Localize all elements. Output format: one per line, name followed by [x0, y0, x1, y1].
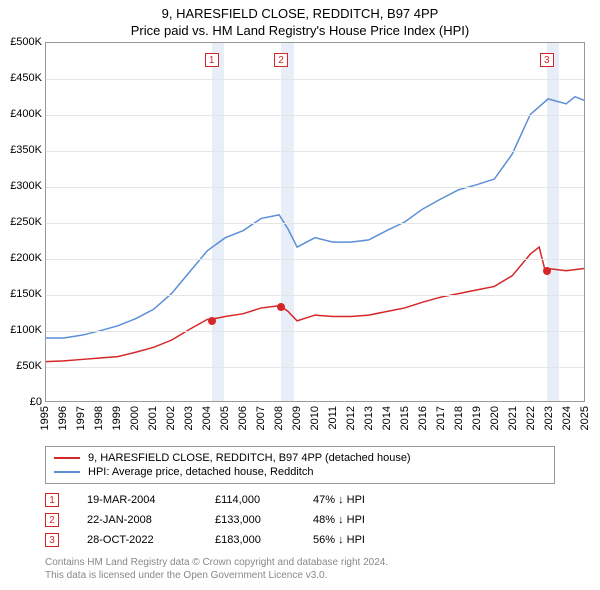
- x-axis-label: 2018: [453, 406, 465, 430]
- sale-date: 22-JAN-2008: [87, 514, 187, 526]
- footer-line2: This data is licensed under the Open Gov…: [45, 569, 555, 582]
- footer-attribution: Contains HM Land Registry data © Crown c…: [45, 556, 555, 582]
- x-axis-label: 2014: [381, 406, 393, 430]
- legend: 9, HARESFIELD CLOSE, REDDITCH, B97 4PP (…: [45, 446, 555, 484]
- sale-price: £114,000: [215, 494, 285, 506]
- x-axis-label: 2022: [525, 406, 537, 430]
- legend-row: 9, HARESFIELD CLOSE, REDDITCH, B97 4PP (…: [54, 451, 546, 465]
- sale-row: 1 19-MAR-2004 £114,000 47% ↓ HPI: [45, 490, 555, 510]
- sale-marker-number: 2: [45, 513, 59, 527]
- x-axis-label: 2021: [507, 406, 519, 430]
- y-axis-label: £350K: [0, 144, 42, 156]
- sale-price: £133,000: [215, 514, 285, 526]
- x-axis-label: 2020: [489, 406, 501, 430]
- sale-date: 28-OCT-2022: [87, 534, 187, 546]
- plot-region: 1 2 3: [45, 42, 585, 402]
- x-axis-label: 2024: [561, 406, 573, 430]
- x-axis-label: 2016: [417, 406, 429, 430]
- x-axis-label: 2006: [237, 406, 249, 430]
- sales-table: 1 19-MAR-2004 £114,000 47% ↓ HPI 2 22-JAN-200…: [45, 490, 555, 550]
- legend-label: 9, HARESFIELD CLOSE, REDDITCH, B97 4PP (…: [88, 452, 411, 464]
- sale-hpi-diff: 48% ↓ HPI: [313, 514, 403, 526]
- chart-marker-box: 3: [540, 53, 554, 67]
- chart-marker-dot: [208, 317, 216, 325]
- legend-swatch: [54, 471, 80, 473]
- sale-marker-number: 3: [45, 533, 59, 547]
- y-axis-label: £250K: [0, 216, 42, 228]
- x-axis-label: 2015: [399, 406, 411, 430]
- x-axis-label: 2009: [291, 406, 303, 430]
- x-axis-label: 1995: [39, 406, 51, 430]
- chart-marker-dot: [277, 303, 285, 311]
- y-axis-label: £500K: [0, 36, 42, 48]
- line-chart-svg: [46, 43, 584, 401]
- legend-label: HPI: Average price, detached house, Redd…: [88, 466, 313, 478]
- y-axis-label: £400K: [0, 108, 42, 120]
- sale-row: 3 28-OCT-2022 £183,000 56% ↓ HPI: [45, 530, 555, 550]
- x-axis-label: 2001: [147, 406, 159, 430]
- sale-date: 19-MAR-2004: [87, 494, 187, 506]
- x-axis-label: 2005: [219, 406, 231, 430]
- x-axis-label: 1996: [57, 406, 69, 430]
- x-axis-label: 1997: [75, 406, 87, 430]
- y-axis-label: £50K: [0, 360, 42, 372]
- x-axis-label: 2011: [327, 406, 339, 430]
- x-axis-label: 2004: [201, 406, 213, 430]
- y-axis-label: £200K: [0, 252, 42, 264]
- sale-hpi-diff: 56% ↓ HPI: [313, 534, 403, 546]
- y-axis-label: £450K: [0, 72, 42, 84]
- sale-marker-number: 1: [45, 493, 59, 507]
- x-axis-label: 2008: [273, 406, 285, 430]
- y-axis-label: £300K: [0, 180, 42, 192]
- x-axis-label: 2012: [345, 406, 357, 430]
- y-axis-label: £150K: [0, 288, 42, 300]
- chart-marker-box: 1: [205, 53, 219, 67]
- footer-line1: Contains HM Land Registry data © Crown c…: [45, 556, 555, 569]
- sale-row: 2 22-JAN-2008 £133,000 48% ↓ HPI: [45, 510, 555, 530]
- sale-price: £183,000: [215, 534, 285, 546]
- chart-title-subtitle: Price paid vs. HM Land Registry's House …: [0, 21, 600, 42]
- legend-swatch: [54, 457, 80, 459]
- y-axis-label: £0: [0, 396, 42, 408]
- x-axis-label: 1999: [111, 406, 123, 430]
- x-axis-label: 2017: [435, 406, 447, 430]
- x-axis-label: 2019: [471, 406, 483, 430]
- y-axis-label: £100K: [0, 324, 42, 336]
- x-axis-label: 2002: [165, 406, 177, 430]
- series-price_paid: [46, 247, 584, 362]
- x-axis-label: 2013: [363, 406, 375, 430]
- x-axis-label: 2023: [543, 406, 555, 430]
- x-axis-label: 1998: [93, 406, 105, 430]
- x-axis-label: 2003: [183, 406, 195, 430]
- x-axis-label: 2010: [309, 406, 321, 430]
- sale-hpi-diff: 47% ↓ HPI: [313, 494, 403, 506]
- series-hpi: [46, 97, 584, 338]
- chart-title-address: 9, HARESFIELD CLOSE, REDDITCH, B97 4PP: [0, 0, 600, 21]
- chart-marker-box: 2: [274, 53, 288, 67]
- x-axis-label: 2000: [129, 406, 141, 430]
- x-axis-label: 2007: [255, 406, 267, 430]
- legend-row: HPI: Average price, detached house, Redd…: [54, 465, 546, 479]
- x-axis-label: 2025: [579, 406, 591, 430]
- chart-marker-dot: [543, 267, 551, 275]
- chart-area: £0 £50K £100K £150K £200K £250K £300K £350K £400…: [0, 42, 600, 442]
